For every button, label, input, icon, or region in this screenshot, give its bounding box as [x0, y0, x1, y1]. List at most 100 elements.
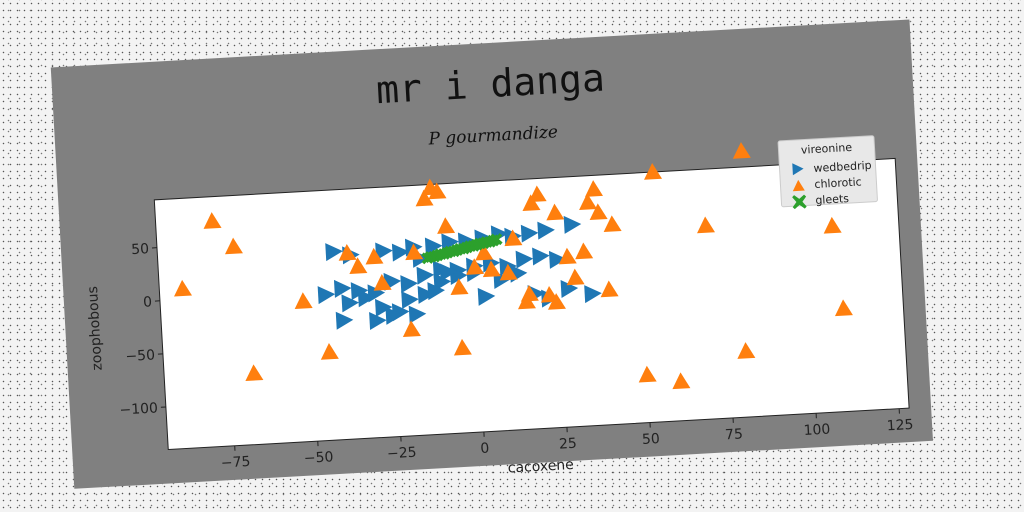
legend-label-gleets: gleets: [815, 192, 850, 207]
legend-marker-gleets: [792, 194, 807, 210]
legend-title: vireonine: [801, 141, 853, 157]
point-chlorotic: [475, 243, 494, 261]
legend-label-chlorotic: chlorotic: [814, 175, 862, 191]
y-tick-label: 50: [131, 241, 150, 258]
point-chlorotic: [737, 342, 756, 359]
point-chlorotic: [203, 212, 222, 229]
point-chlorotic: [600, 280, 619, 298]
point-wedbedrip: [560, 280, 579, 298]
point-wedbedrip: [369, 312, 387, 331]
point-chlorotic: [546, 203, 565, 221]
point-chlorotic: [174, 279, 192, 297]
point-chlorotic: [450, 278, 469, 295]
y-axis-ticks: −100 −50 0 50: [119, 241, 166, 419]
point-wedbedrip: [385, 306, 404, 325]
x-tick-label: 50: [642, 431, 661, 448]
x-tick-label: 100: [803, 422, 831, 439]
point-chlorotic: [373, 274, 392, 291]
point-wedbedrip: [548, 250, 567, 269]
point-wedbedrip: [439, 263, 458, 282]
point-wedbedrip: [427, 282, 445, 301]
point-chlorotic: [575, 242, 594, 260]
x-axis-ticks: −75 −50 −25 0 25 50 75 100 125: [220, 408, 914, 472]
x-tick-label: −50: [304, 449, 334, 467]
point-wedbedrip: [325, 243, 343, 262]
point-chlorotic: [638, 365, 657, 383]
legend-marker-wedbedrip: [792, 163, 804, 176]
x-tick-label: 0: [480, 441, 490, 457]
point-gleets: [490, 233, 503, 246]
point-chlorotic: [579, 193, 598, 210]
point-chlorotic: [504, 229, 523, 247]
point-chlorotic: [453, 338, 472, 356]
point-wedbedrip: [335, 311, 354, 330]
point-chlorotic: [644, 163, 663, 180]
point-chlorotic: [585, 180, 603, 197]
point-chlorotic: [834, 299, 853, 317]
point-chlorotic: [603, 215, 622, 233]
y-tick-label: −100: [119, 400, 158, 418]
point-wedbedrip: [520, 224, 539, 243]
legend-label-wedbedrip: wedbedrip: [813, 159, 872, 175]
point-chlorotic: [732, 142, 751, 159]
point-wedbedrip: [433, 273, 452, 292]
point-chlorotic: [499, 263, 518, 281]
point-chlorotic: [428, 182, 447, 200]
point-wedbedrip: [515, 250, 534, 269]
data-marks: [174, 142, 853, 390]
point-chlorotic: [697, 216, 716, 234]
point-chlorotic: [338, 244, 357, 261]
x-tick-label: −25: [387, 445, 417, 463]
x-axis-label: cacoxene: [507, 457, 574, 477]
x-tick-label: 75: [725, 426, 744, 443]
point-chlorotic: [823, 216, 842, 234]
point-wedbedrip: [391, 243, 410, 262]
point-wedbedrip: [424, 237, 443, 256]
y-tick-label: −50: [125, 347, 155, 365]
point-wedbedrip: [375, 298, 393, 317]
point-wedbedrip: [401, 291, 419, 310]
point-wedbedrip: [416, 266, 435, 285]
y-tick-label: 0: [143, 294, 153, 310]
point-chlorotic: [294, 292, 313, 309]
point-wedbedrip: [408, 305, 427, 324]
point-chlorotic: [224, 237, 243, 255]
x-tick-label: −75: [220, 454, 250, 472]
point-chlorotic: [405, 243, 424, 261]
point-chlorotic: [466, 258, 485, 275]
point-wedbedrip: [417, 285, 436, 304]
point-chlorotic: [520, 284, 539, 302]
point-chlorotic: [437, 217, 456, 234]
point-wedbedrip: [400, 275, 418, 294]
point-wedbedrip: [477, 287, 496, 306]
point-chlorotic: [365, 247, 384, 265]
plot-area: −75 −50 −25 0 25 50 75 100 125 −100 −50 0 50: [119, 142, 914, 472]
point-chlorotic: [589, 203, 608, 221]
point-wedbedrip: [584, 285, 602, 304]
point-wedbedrip: [563, 215, 582, 234]
x-tick-label: 125: [886, 417, 914, 434]
legend: vireonine wedbedrip chlorotic gleets: [777, 135, 878, 210]
point-chlorotic: [415, 189, 434, 207]
point-wedbedrip: [532, 247, 550, 266]
point-chlorotic: [482, 260, 501, 278]
point-chlorotic: [349, 257, 368, 274]
point-chlorotic: [320, 343, 339, 360]
point-chlorotic: [245, 364, 264, 381]
x-tick-label: 25: [559, 436, 578, 453]
point-chlorotic: [528, 185, 547, 203]
y-axis-label: zoophobous: [85, 286, 106, 371]
point-chlorotic: [522, 194, 541, 212]
point-wedbedrip: [341, 294, 360, 313]
point-wedbedrip: [317, 286, 336, 305]
point-wedbedrip: [333, 279, 352, 298]
point-wedbedrip: [375, 242, 393, 261]
point-wedbedrip: [537, 221, 555, 240]
point-chlorotic: [566, 268, 585, 286]
point-chlorotic: [672, 372, 691, 390]
point-chlorotic: [558, 247, 577, 265]
legend-marker-chlorotic: [792, 179, 805, 192]
point-chlorotic: [402, 320, 421, 338]
point-wedbedrip: [357, 289, 376, 308]
